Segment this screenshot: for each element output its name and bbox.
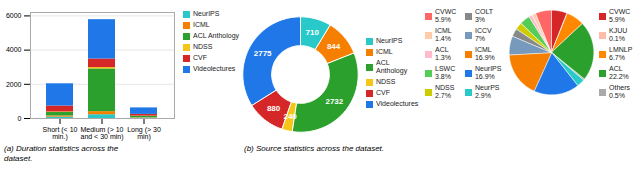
html-text:CVWC 5.9%: CVWC 5.9% bbox=[435, 8, 457, 23]
html-text:NDSS 2.7%: NDSS 2.7% bbox=[435, 84, 455, 99]
html-text:(b) Source statistics across t: (b) Source statistics across the dataset… bbox=[244, 144, 385, 153]
html-text:NeurPS 2.9%: NeurPS 2.9% bbox=[475, 84, 500, 99]
svg-text:2775: 2775 bbox=[254, 49, 272, 58]
html-text:NeurIPS 16.9%: NeurIPS 16.9% bbox=[475, 65, 502, 80]
svg-text:240: 240 bbox=[283, 112, 297, 121]
html-text:ICML 16.9%: ICML 16.9% bbox=[475, 46, 495, 61]
svg-text:2732: 2732 bbox=[325, 97, 343, 106]
html-text:CVWC 5.9%: CVWC 5.9% bbox=[609, 8, 631, 23]
html-text:NDSS: NDSS bbox=[193, 43, 213, 50]
svg-text:844: 844 bbox=[327, 42, 341, 51]
svg-text:Long (> 30min): Long (> 30min) bbox=[127, 126, 161, 141]
html-text:CVF: CVF bbox=[193, 54, 207, 61]
html-text:NeurIPS: NeurIPS bbox=[376, 37, 403, 44]
svg-text:Medium (> 10and < 30 min): Medium (> 10and < 30 min) bbox=[81, 126, 124, 141]
html-text:ICML 1.4%: ICML 1.4% bbox=[435, 27, 452, 42]
html-text:ICCV 7%: ICCV 7% bbox=[475, 27, 492, 42]
svg-text:Short (< 10min.): Short (< 10min.) bbox=[43, 126, 78, 141]
html-text:CVF: CVF bbox=[376, 89, 390, 96]
html-text:LMNLP 6.7%: LMNLP 6.7% bbox=[609, 46, 633, 61]
html-text:COLT 3%: COLT 3% bbox=[475, 8, 494, 23]
html-text:Videolectures: Videolectures bbox=[376, 100, 419, 107]
svg-text:6000: 6000 bbox=[6, 12, 22, 19]
html-text:KJUU 0.1%: KJUU 0.1% bbox=[609, 27, 628, 42]
html-text:NeurIPS: NeurIPS bbox=[193, 10, 220, 17]
html-text:ACL Anthology: ACL Anthology bbox=[193, 32, 240, 39]
html-text:ICML: ICML bbox=[193, 21, 210, 28]
html-text:ICML: ICML bbox=[376, 48, 393, 55]
svg-text:880: 880 bbox=[267, 104, 281, 113]
svg-text:710: 710 bbox=[305, 28, 319, 37]
html-text:LSWC 3.8%: LSWC 3.8% bbox=[435, 65, 456, 80]
html-text:ACL Anthology: ACL Anthology bbox=[376, 59, 408, 74]
svg-text:2000: 2000 bbox=[6, 81, 22, 88]
html-text:Videolectures: Videolectures bbox=[193, 65, 236, 72]
svg-text:0: 0 bbox=[18, 115, 22, 122]
html-text:Others 0.5%: Others 0.5% bbox=[609, 84, 630, 99]
html-text:ACL 22.2%: ACL 22.2% bbox=[609, 65, 629, 80]
html-text:NDSS: NDSS bbox=[376, 78, 396, 85]
html-text:(a) Duration statistics across: (a) Duration statistics across the datas… bbox=[4, 144, 119, 163]
svg-text:4000: 4000 bbox=[6, 46, 22, 53]
html-text:ACL 1.3%: ACL 1.3% bbox=[435, 46, 451, 61]
